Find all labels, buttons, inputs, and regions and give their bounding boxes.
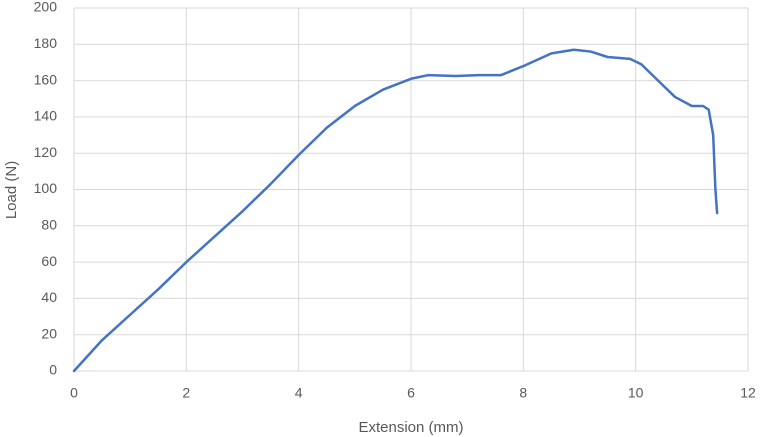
y-tick-label: 120 xyxy=(34,144,58,160)
x-tick-label: 6 xyxy=(407,385,415,401)
y-tick-label: 0 xyxy=(49,362,57,378)
x-tick-label: 8 xyxy=(519,385,527,401)
data-line xyxy=(72,48,719,373)
x-tick-label: 0 xyxy=(70,385,78,401)
x-axis-title: Extension (mm) xyxy=(358,419,463,436)
x-tick-label: 10 xyxy=(628,385,644,401)
y-tick-label: 60 xyxy=(41,253,57,269)
x-tick-label: 2 xyxy=(182,385,190,401)
y-tick-label: 180 xyxy=(34,35,58,51)
y-tick-label: 100 xyxy=(34,180,58,196)
y-tick-label: 160 xyxy=(34,71,58,87)
y-tick-label: 140 xyxy=(34,108,58,124)
x-tick-label: 12 xyxy=(740,385,756,401)
y-axis-title: Load (N) xyxy=(3,161,20,219)
y-tick-label: 200 xyxy=(34,0,58,15)
y-tick-label: 40 xyxy=(41,289,57,305)
y-tick-label: 20 xyxy=(41,325,57,341)
y-tick-label: 80 xyxy=(41,217,57,233)
x-tick-label: 4 xyxy=(295,385,303,401)
